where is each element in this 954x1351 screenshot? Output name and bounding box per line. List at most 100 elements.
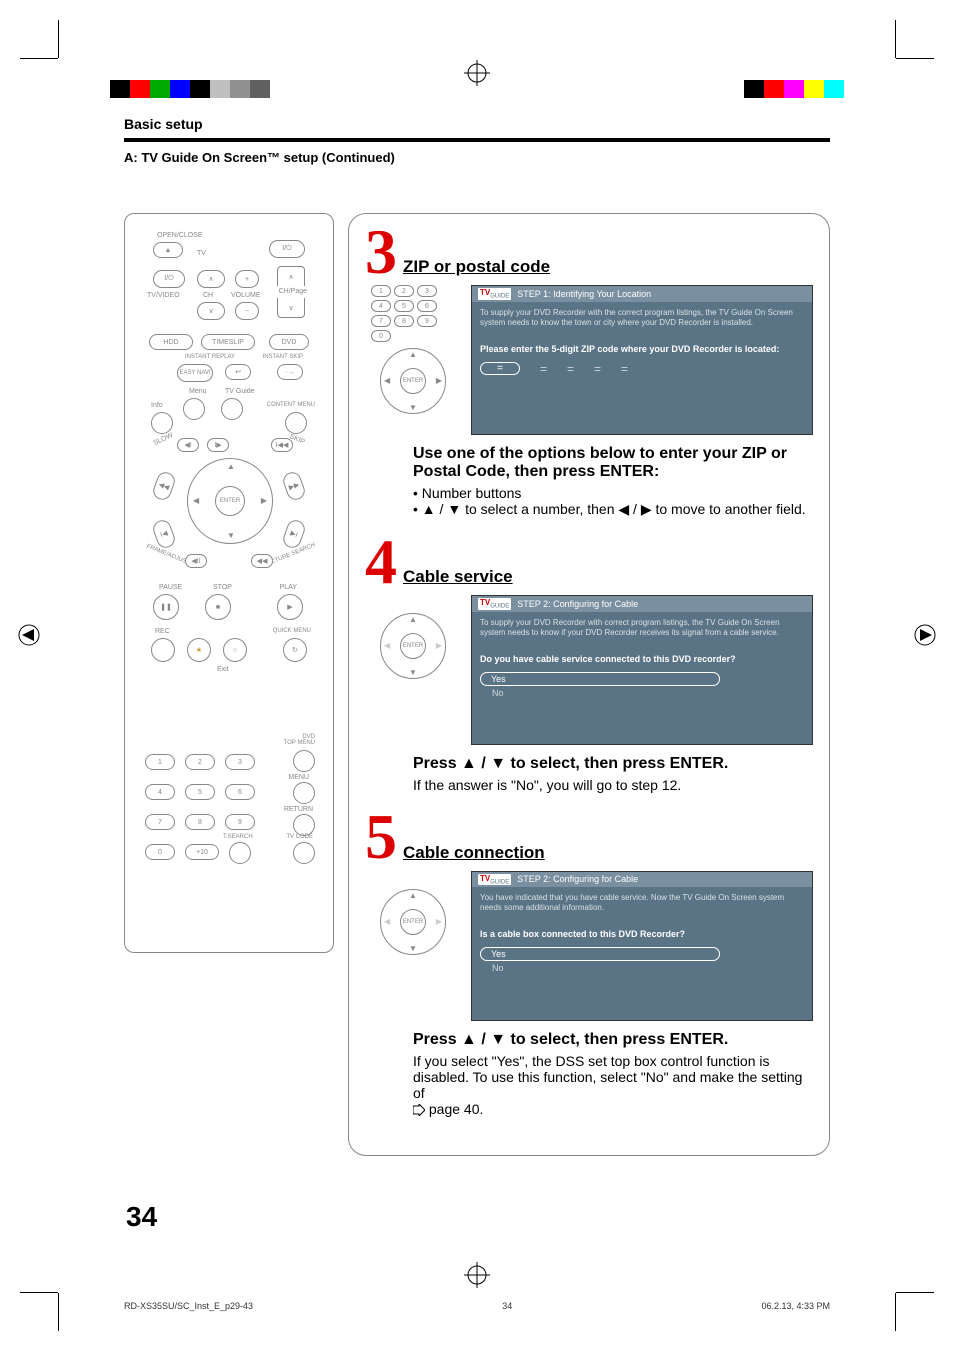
step-5-instruction: Press ▲ / ▼ to select, then press ENTER.	[413, 1031, 813, 1049]
dvd-button: DVD	[269, 334, 309, 350]
label-tvvideo: TV/VIDEO	[147, 292, 180, 299]
label-return: RETURN	[284, 806, 313, 813]
tvguide-button	[221, 398, 243, 420]
num-5: 5	[185, 784, 215, 800]
rev-arc-button: ◀◀	[151, 470, 177, 502]
option-no: No	[492, 963, 804, 973]
ch-up-button: ∧	[197, 270, 225, 288]
zip-digit-3: =	[567, 362, 574, 376]
option-yes: Yes	[480, 947, 720, 961]
tv-panel-question: Do you have cable service connected to t…	[480, 654, 804, 664]
page-ref-arrow-icon	[413, 1104, 425, 1116]
step-4-note: If the answer is "No", you will go to st…	[413, 777, 813, 793]
vol-up-button: +	[235, 270, 259, 288]
label-content-menu: CONTENT MENU	[267, 402, 315, 408]
step-3-bullet-2: • ▲ / ▼ to select a number, then ◀ / ▶ t…	[413, 501, 813, 518]
section-label: Basic setup	[124, 116, 830, 132]
plus10-button: +10	[185, 844, 219, 860]
step-4-number: 4	[365, 536, 397, 587]
step-5-number: 5	[365, 811, 397, 862]
tv-power-button: I/⏻	[153, 270, 185, 288]
tv-panel-desc: To supply your DVD Recorder with the cor…	[480, 308, 804, 328]
label-ch: CH	[203, 292, 213, 299]
easy-navi-button: EASY NAVI	[177, 364, 213, 382]
tv-panel-question: Please enter the 5-digit ZIP code where …	[480, 344, 804, 354]
tvguide-badge-icon: TVGUIDE	[478, 874, 511, 886]
label-instant-skip: INSTANT SKIP	[263, 354, 303, 360]
step-3-icons: 123 456 789 0 ENTER ▲ ▼ ◀	[371, 285, 455, 435]
tv-panel-step5: TVGUIDE STEP 2: Configuring for Cable Yo…	[471, 871, 813, 1021]
label-quick-menu: QUICK MENU	[273, 628, 311, 634]
star-button: ★	[187, 638, 211, 662]
mini-numpad-icon: 123 456 789 0	[371, 285, 455, 342]
label-menu: Menu	[189, 388, 207, 395]
label-play: PLAY	[280, 584, 297, 591]
num-6: 6	[225, 784, 255, 800]
step-4-icons: ENTER ▲ ▼ ◀ ▶	[371, 595, 455, 745]
tvguide-badge-icon: TVGUIDE	[478, 288, 511, 300]
step-5-title: Cable connection	[403, 843, 545, 863]
tv-panel-header: STEP 2: Configuring for Cable	[517, 599, 638, 609]
num-1: 1	[145, 754, 175, 770]
label-t-search: T.SEARCH	[223, 834, 253, 840]
tv-panel-question: Is a cable box connected to this DVD Rec…	[480, 929, 804, 939]
menu2-button	[293, 782, 315, 804]
page-number: 34	[126, 1201, 157, 1233]
play-button: ▶	[277, 594, 303, 620]
step-5-pageref: page 40.	[413, 1101, 813, 1117]
label-tvguide: TV Guide	[225, 388, 255, 395]
tvguide-badge-icon: TVGUIDE	[478, 598, 511, 610]
vol-down-button: −	[235, 302, 259, 320]
main-dpad: ENTER ▲ ▼ ◀ ▶	[187, 458, 273, 544]
quick-menu-button: ↻	[283, 638, 307, 662]
step-4-title: Cable service	[403, 567, 513, 587]
label-info: Info	[151, 402, 163, 409]
step-4: 4 Cable service ENTER ▲ ▼ ◀ ▶	[365, 536, 813, 793]
registration-target-bottom	[464, 1262, 490, 1293]
eject-button: ▲	[153, 242, 183, 258]
dvd-top-menu-button	[293, 750, 315, 772]
zip-input-row: = = = = =	[480, 362, 804, 376]
slow-rev-button: ◀I	[177, 438, 199, 452]
circle-mode-button: ○	[223, 638, 247, 662]
label-rec: REC	[155, 628, 170, 635]
tv-panel-step4: TVGUIDE STEP 2: Configuring for Cable To…	[471, 595, 813, 745]
divider	[124, 138, 830, 142]
info-button	[151, 412, 173, 434]
tv-panel-header: STEP 2: Configuring for Cable	[517, 874, 638, 884]
label-dvd-top-menu: DVDTOP MENU	[284, 734, 315, 746]
steps-panel: 3 ZIP or postal code 123 456 789 0	[348, 213, 830, 1156]
num-0: 0	[145, 844, 175, 860]
zip-digit-4: =	[594, 362, 601, 376]
label-menu2: MENU	[288, 774, 309, 781]
label-slow: SLOW	[152, 432, 174, 447]
tv-panel-step3: TVGUIDE STEP 1: Identifying Your Locatio…	[471, 285, 813, 435]
step-3-instruction: Use one of the options below to enter yo…	[413, 445, 813, 481]
frame-next-button: ◀◀	[251, 554, 273, 568]
step-5-note: If you select "Yes", the DSS set top box…	[413, 1053, 813, 1101]
fwd-arc-button: ▶▶	[281, 470, 307, 502]
step-3: 3 ZIP or postal code 123 456 789 0	[365, 226, 813, 518]
stop-button: ■	[205, 594, 231, 620]
label-volume: VOLUME	[231, 292, 261, 299]
return-button	[293, 814, 315, 836]
label-tv-code: TV CODE	[286, 834, 313, 840]
footer-file: RD-XS35SU/SC_Inst_E_p29-43	[124, 1301, 253, 1311]
num-3: 3	[225, 754, 255, 770]
timeslip-button: TIMESLIP	[201, 334, 255, 350]
registration-target-top	[464, 60, 490, 91]
num-8: 8	[185, 814, 215, 830]
label-chpage: CH/Page	[279, 288, 307, 295]
step-5-icons: ENTER ▲ ▼ ◀ ▶	[371, 871, 455, 1021]
mini-dpad-icon: ENTER ▲ ▼ ◀ ▶	[380, 348, 446, 414]
ch-down-button: ∨	[197, 302, 225, 320]
tv-panel-header: STEP 1: Identifying Your Location	[517, 289, 651, 299]
num-7: 7	[145, 814, 175, 830]
zip-digit-5: =	[621, 362, 628, 376]
step-4-instruction: Press ▲ / ▼ to select, then press ENTER.	[413, 755, 813, 773]
frame-prev-button: ◀II	[185, 554, 207, 568]
enter-button: ENTER	[215, 486, 245, 516]
frame-rev-button: I◀	[151, 518, 177, 550]
footer-page: 34	[502, 1301, 512, 1311]
label-tv: TV	[197, 250, 206, 257]
